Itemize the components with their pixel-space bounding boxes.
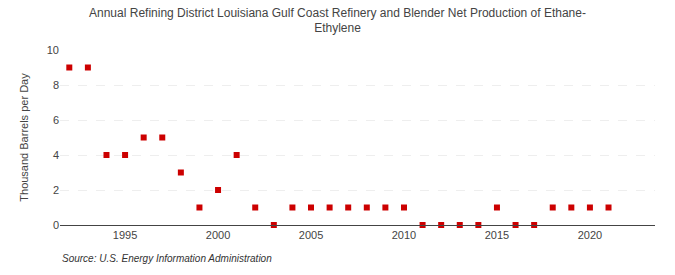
svg-text:2005: 2005 [299, 229, 323, 241]
svg-text:2: 2 [53, 184, 59, 196]
svg-text:8: 8 [53, 79, 59, 91]
svg-text:2010: 2010 [392, 229, 416, 241]
svg-text:2020: 2020 [578, 229, 602, 241]
svg-text:1995: 1995 [113, 229, 137, 241]
svg-text:6: 6 [53, 114, 59, 126]
svg-text:2000: 2000 [206, 229, 230, 241]
svg-text:0: 0 [53, 219, 59, 231]
svg-text:4: 4 [53, 149, 59, 161]
svg-text:Source: U.S. Energy Informatio: Source: U.S. Energy Information Administ… [62, 253, 272, 264]
svg-text:2015: 2015 [485, 229, 509, 241]
svg-text:Annual Refining District Louis: Annual Refining District Louisiana Gulf … [89, 6, 586, 36]
svg-text:Thousand Barrels per Day: Thousand Barrels per Day [18, 73, 30, 202]
svg-text:10: 10 [47, 44, 59, 56]
